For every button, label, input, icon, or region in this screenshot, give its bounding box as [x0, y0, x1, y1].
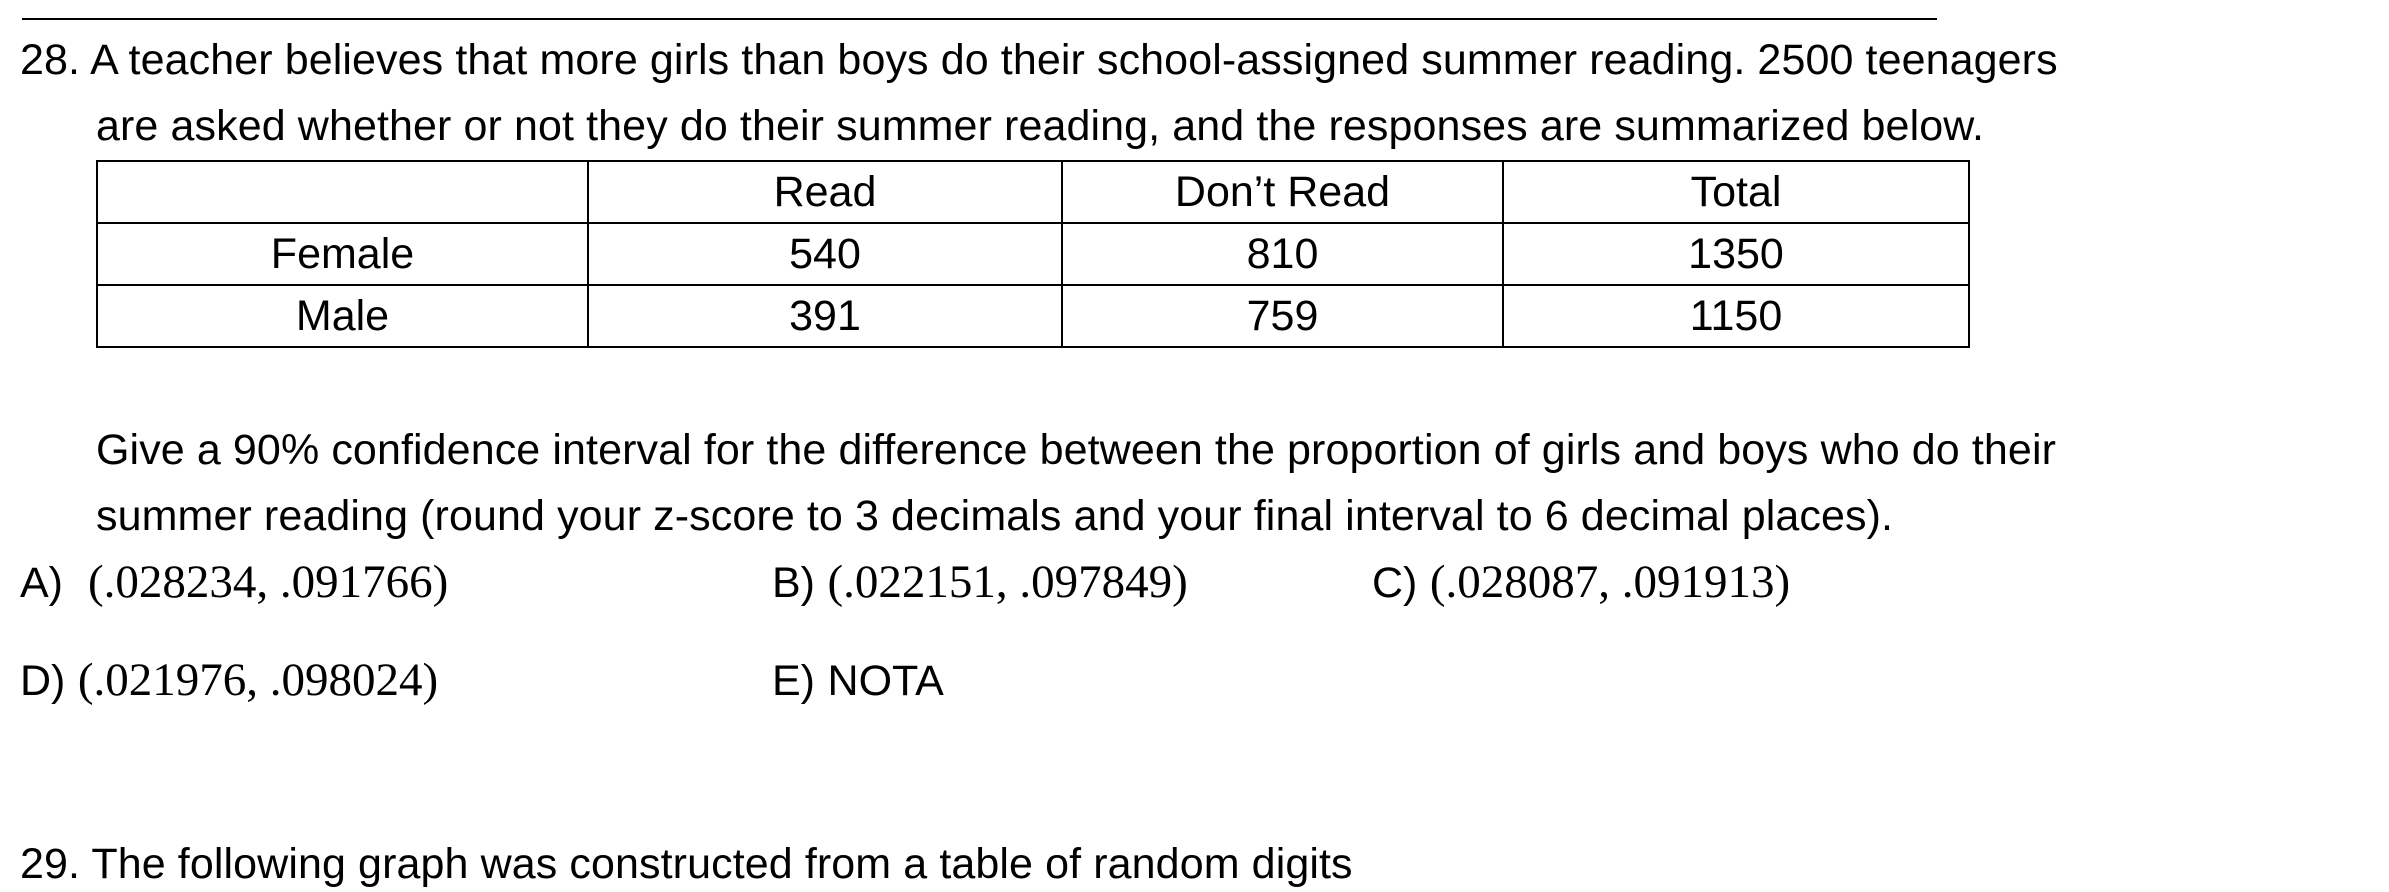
option-a-value: (.028234, .091766)	[88, 556, 449, 608]
option-d-value: (.021976, .098024)	[77, 654, 439, 706]
option-e[interactable]: E) NOTA	[772, 650, 944, 711]
table-header-cell: Total	[1502, 160, 1970, 224]
option-d-letter: D)	[20, 657, 66, 705]
table-cell: Male	[96, 284, 589, 348]
table-cell: 810	[1061, 222, 1504, 286]
table-cell: 391	[587, 284, 1063, 348]
question-number: 28.	[20, 36, 81, 84]
next-question-partial: 29. The following graph was constructed …	[20, 840, 1353, 888]
table-header-cell	[96, 160, 589, 224]
table-header-cell: Read	[587, 160, 1063, 224]
option-b-letter: B)	[772, 559, 815, 607]
prompt-line-2: summer reading (round your z-score to 3 …	[96, 492, 1894, 540]
table-cell: 540	[587, 222, 1063, 286]
option-b[interactable]: B) (.022151, .097849)	[772, 552, 1188, 613]
option-a[interactable]: A) (.028234, .091766)	[20, 552, 448, 613]
option-c[interactable]: C) (.028087, .091913)	[1372, 552, 1790, 613]
option-e-letter: E)	[772, 657, 815, 705]
prompt-line-1: Give a 90% confidence interval for the d…	[96, 426, 2057, 474]
option-c-letter: C)	[1372, 559, 1418, 607]
table-row: Female 540 810 1350	[96, 222, 1970, 286]
question-line-2: are asked whether or not they do their s…	[96, 102, 1985, 150]
question-line-1: 28. A teacher believes that more girls th…	[20, 32, 2058, 88]
question-text-line-1: A teacher believes that more girls than …	[90, 36, 2058, 84]
option-b-value: (.022151, .097849)	[827, 556, 1188, 608]
top-rule	[22, 18, 1937, 20]
table-cell: Female	[96, 222, 589, 286]
table-cell: 1350	[1502, 222, 1970, 286]
option-c-value: (.028087, .091913)	[1429, 556, 1791, 608]
table-header-cell: Don’t Read	[1061, 160, 1504, 224]
contingency-table: Read Don’t Read Total Female 540 810 135…	[96, 160, 1970, 348]
option-d[interactable]: D) (.021976, .098024)	[20, 650, 438, 711]
table-header-row: Read Don’t Read Total	[96, 160, 1970, 224]
table-row: Male 391 759 1150	[96, 284, 1970, 348]
option-a-letter: A)	[20, 559, 63, 607]
table-cell: 1150	[1502, 284, 1970, 348]
option-e-value: NOTA	[827, 657, 944, 705]
table-cell: 759	[1061, 284, 1504, 348]
